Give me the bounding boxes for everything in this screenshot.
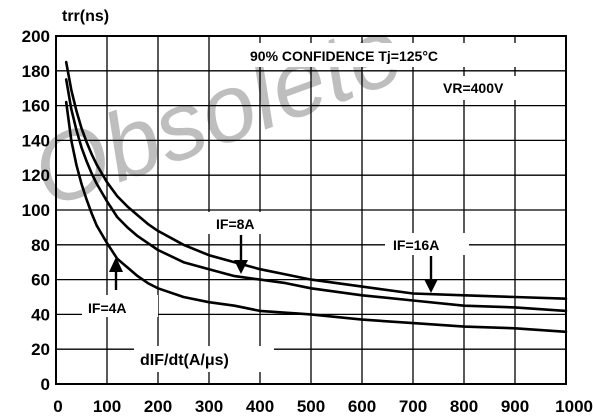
label-16a-bg <box>385 233 469 255</box>
curve-label-if-8a: IF=8A <box>216 216 255 232</box>
arrow-8a-head <box>234 260 248 274</box>
y-tick-label: 40 <box>31 305 50 324</box>
y-axis-label: trr(ns) <box>62 8 109 25</box>
x-axis-label: dIF/dt(A/μs) <box>140 352 229 369</box>
x-tick-label: 200 <box>144 397 172 416</box>
x-tick-label: 100 <box>93 397 121 416</box>
condition-annotation: 90% CONFIDENCE Tj=125°C <box>250 48 438 64</box>
label-8a-bg <box>208 212 276 234</box>
y-tick-label: 60 <box>31 271 50 290</box>
x-tick-label: 1000 <box>555 397 593 416</box>
y-tick-label: 120 <box>22 166 50 185</box>
x-tick-label: 800 <box>450 397 478 416</box>
x-tick-label: 300 <box>195 397 223 416</box>
data-curves <box>64 60 568 334</box>
x-tick-label: 400 <box>246 397 274 416</box>
arrow-4a-head <box>109 257 123 272</box>
y-tick-label: 140 <box>22 131 50 150</box>
y-tick-label: 80 <box>31 236 50 255</box>
curve-label-if-16a: IF=16A <box>393 237 439 253</box>
y-tick-label: 100 <box>22 201 50 220</box>
curve-label-if-4a: IF=4A <box>88 300 127 316</box>
y-tick-label: 160 <box>22 97 50 116</box>
y-tick-label: 20 <box>31 340 50 359</box>
y-tick-label: 200 <box>22 27 50 46</box>
voltage-annotation: VR=400V <box>443 80 504 96</box>
x-tick-label: 600 <box>348 397 376 416</box>
label-4a-bg <box>82 295 158 317</box>
voltage-annotation-bg <box>438 76 536 100</box>
y-tick-label: 180 <box>22 62 50 81</box>
x-tick-label: 900 <box>501 397 529 416</box>
x-tick-labels: 0 100 200 300 400 500 600 700 800 900 1000 <box>53 397 593 416</box>
x-axis-label-bg <box>134 346 274 372</box>
x-tick-label: 0 <box>53 397 62 416</box>
y-tick-label: 0 <box>41 375 50 394</box>
x-tick-label: 700 <box>399 397 427 416</box>
x-tick-label: 500 <box>297 397 325 416</box>
arrow-16a-head <box>424 279 438 293</box>
series-line-if-8a <box>64 78 568 313</box>
series-line-if-16a <box>64 60 568 300</box>
condition-annotation-bg <box>240 43 536 67</box>
plot-frame <box>55 35 567 385</box>
y-tick-labels: 0 20 40 60 80 100 120 140 160 180 200 <box>22 27 50 394</box>
series-line-if-4a <box>64 100 568 334</box>
